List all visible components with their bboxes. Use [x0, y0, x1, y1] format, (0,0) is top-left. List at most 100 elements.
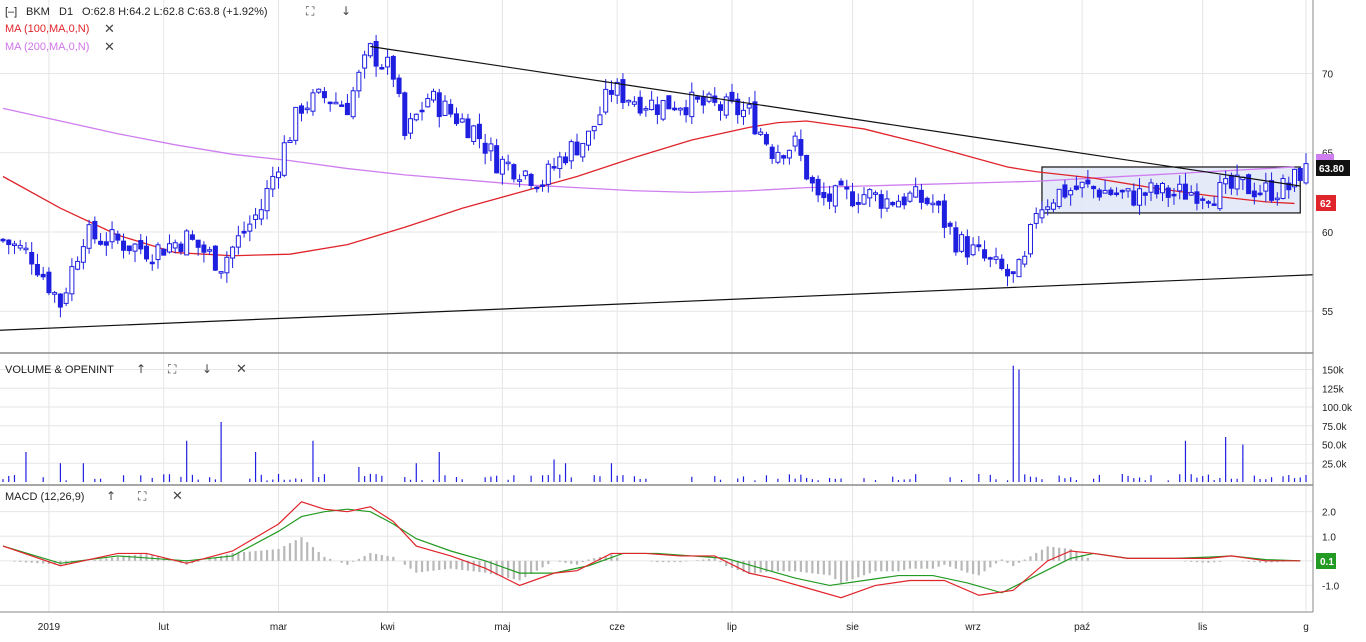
- time-tick-label: kwi: [380, 622, 394, 633]
- time-tick-label: cze: [609, 622, 625, 633]
- volume-axis[interactable]: 150k 125k 100.0k 75.0k 50.0k 25.0k: [1322, 366, 1353, 471]
- candle: [608, 80, 614, 103]
- arrow-down-icon[interactable]: ↓: [202, 362, 212, 376]
- candle: [98, 233, 104, 246]
- candle: [1251, 182, 1257, 205]
- macd-tick-label: -1.0: [1322, 581, 1340, 592]
- candle: [792, 131, 798, 152]
- candle: [1022, 251, 1028, 268]
- candle: [522, 170, 528, 180]
- candle: [109, 221, 115, 249]
- candle: [471, 124, 477, 145]
- trendline-lower[interactable]: [0, 274, 1314, 331]
- arrow-up-icon[interactable]: ↑: [136, 362, 146, 376]
- candle: [339, 100, 345, 107]
- candle: [92, 216, 98, 244]
- macd-axis[interactable]: 2.0 1.0 -1.0: [1322, 508, 1340, 593]
- candle: [545, 160, 551, 193]
- candle: [936, 200, 942, 214]
- candle: [683, 99, 689, 123]
- candle: [1068, 187, 1074, 206]
- candle: [769, 144, 775, 164]
- candle: [740, 101, 746, 125]
- candle: [80, 239, 86, 270]
- arrow-down-icon[interactable]: ↓: [341, 4, 351, 18]
- collapse-icon[interactable]: [–]: [5, 6, 17, 18]
- price-pane[interactable]: [0, 34, 1314, 331]
- candle: [1114, 187, 1120, 197]
- candle: [1125, 188, 1131, 198]
- candle: [390, 54, 396, 88]
- candle: [419, 101, 425, 121]
- close-icon[interactable]: ✕: [104, 22, 115, 37]
- candle: [1079, 181, 1085, 198]
- candle: [631, 96, 637, 107]
- candle: [373, 34, 379, 77]
- ma200-badge: [1316, 154, 1334, 160]
- time-axis[interactable]: 2019 lut mar kwi maj cze lip sie wrz paź lis g: [38, 622, 1309, 633]
- candle: [1188, 185, 1194, 196]
- candle: [901, 193, 907, 210]
- candle: [976, 235, 982, 252]
- candle: [253, 207, 259, 229]
- candle: [953, 221, 959, 256]
- candle: [1056, 188, 1062, 209]
- candle: [855, 193, 861, 214]
- maximize-icon[interactable]: ⛶: [137, 489, 147, 503]
- macd-tick-label: 1.0: [1322, 532, 1336, 543]
- candle: [660, 99, 666, 122]
- candle: [276, 166, 282, 189]
- close-icon[interactable]: ✕: [236, 362, 247, 377]
- maximize-icon[interactable]: ⛶: [167, 362, 177, 376]
- candle: [178, 241, 184, 255]
- close-icon[interactable]: ✕: [172, 489, 183, 504]
- candle: [385, 48, 391, 75]
- candle: [11, 240, 17, 255]
- arrow-up-icon[interactable]: ↑: [106, 489, 116, 503]
- candle: [293, 106, 299, 145]
- candle: [959, 231, 965, 254]
- candle: [930, 194, 936, 213]
- candle: [482, 133, 488, 165]
- trendline-upper[interactable]: [370, 45, 1301, 187]
- candle: [75, 256, 81, 271]
- maximize-icon[interactable]: ⛶: [305, 4, 315, 18]
- candle: [1148, 178, 1154, 201]
- candle: [850, 182, 856, 208]
- candle: [1159, 181, 1165, 202]
- candle: [362, 50, 368, 79]
- price-tick-label: 70: [1322, 69, 1334, 80]
- candle: [677, 107, 683, 116]
- candle: [568, 139, 574, 169]
- candle: [999, 254, 1005, 271]
- candle: [614, 78, 620, 104]
- candle: [1073, 175, 1079, 191]
- candle: [126, 245, 132, 255]
- macd-pane[interactable]: [2, 501, 1301, 599]
- candle: [103, 232, 109, 256]
- candle: [310, 89, 316, 116]
- candle: [46, 267, 52, 296]
- candle: [1303, 153, 1309, 185]
- candle: [431, 88, 437, 103]
- macd-tick-label: 2.0: [1322, 508, 1336, 519]
- candle: [453, 107, 459, 126]
- candle: [540, 179, 546, 192]
- candle: [872, 190, 878, 202]
- candle: [907, 190, 913, 203]
- candle: [723, 93, 729, 119]
- candle: [1177, 175, 1183, 200]
- candle: [396, 74, 402, 98]
- candle: [448, 99, 454, 118]
- volume-pane[interactable]: [2, 365, 1307, 482]
- time-tick-label: maj: [494, 622, 510, 633]
- candle: [1119, 189, 1125, 199]
- time-tick-label: 2019: [38, 622, 61, 633]
- candle: [861, 187, 867, 206]
- close-icon[interactable]: ✕: [104, 40, 115, 55]
- candle: [499, 156, 505, 185]
- candle: [1274, 192, 1280, 206]
- candle: [1234, 164, 1240, 196]
- candle: [86, 219, 92, 254]
